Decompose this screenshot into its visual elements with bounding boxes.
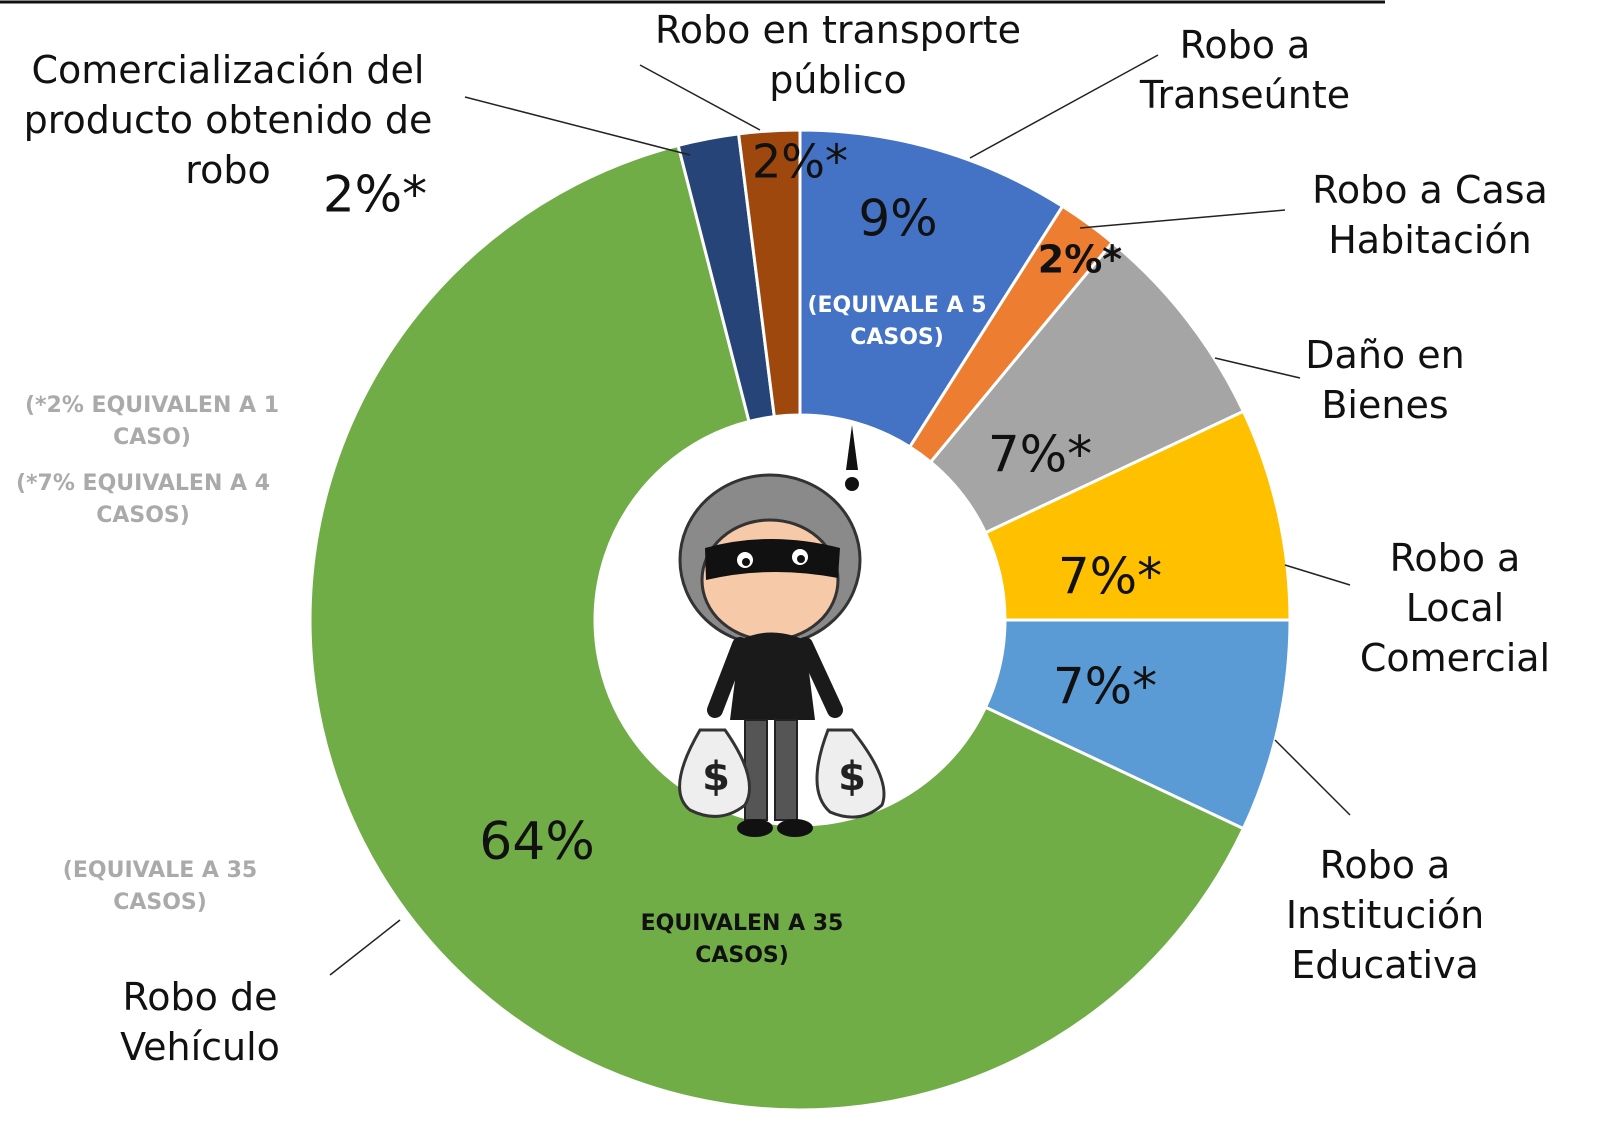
value-label: 9%: [858, 190, 937, 248]
category-label: Robo a Casa Habitación: [1312, 168, 1548, 262]
leader-line: [1274, 739, 1351, 816]
leaders: [329, 54, 1351, 976]
annotation: (*7% EQUIVALEN A 4 CASOS): [15, 471, 271, 528]
slice: [736, 128, 802, 419]
leader-line: [329, 919, 401, 976]
leader-line: [639, 64, 761, 131]
slice: [798, 128, 1065, 449]
category-label: Robo a Transeúnte: [1139, 23, 1351, 117]
value-label: 7%*: [1058, 548, 1162, 606]
value-label: 64%: [479, 812, 595, 872]
annotation: (*2% EQUIVALEN A 1 CASO): [24, 393, 280, 450]
category-label: Comercialización del producto obtenido d…: [23, 48, 433, 192]
value-label: 7%*: [1053, 658, 1157, 716]
svg-text:$: $: [702, 754, 730, 800]
category-label: Robo a Local Comercial: [1359, 536, 1551, 680]
leader-line: [969, 54, 1159, 159]
category-label: Robo en transporte público: [655, 8, 1021, 102]
leader-line: [1214, 357, 1301, 379]
value-label: 2%*: [752, 135, 848, 189]
svg-text:$: $: [838, 754, 866, 800]
annotation: (EQUIVALE A 5 CASOS): [807, 293, 987, 350]
value-label: 7%*: [988, 426, 1092, 484]
category-label: Daño en Bienes: [1305, 333, 1465, 427]
category-label: Robo a Institución Educativa: [1285, 843, 1485, 987]
leader-line: [1284, 564, 1351, 586]
leader-line: [464, 96, 691, 156]
value-label: 2%*: [323, 166, 427, 224]
annotation: (EQUIVALE A 35 CASOS): [62, 858, 258, 915]
annotation: EQUIVALEN A 35 CASOS): [640, 911, 844, 968]
category-label: Robo de Vehículo: [120, 975, 280, 1069]
leader-line: [1079, 209, 1286, 229]
value-labels: 9%2%*7%*7%*7%*64%2%*2%*: [323, 135, 1162, 873]
value-label: 2%*: [1038, 238, 1123, 282]
thief-illustration: $ $: [678, 425, 886, 837]
